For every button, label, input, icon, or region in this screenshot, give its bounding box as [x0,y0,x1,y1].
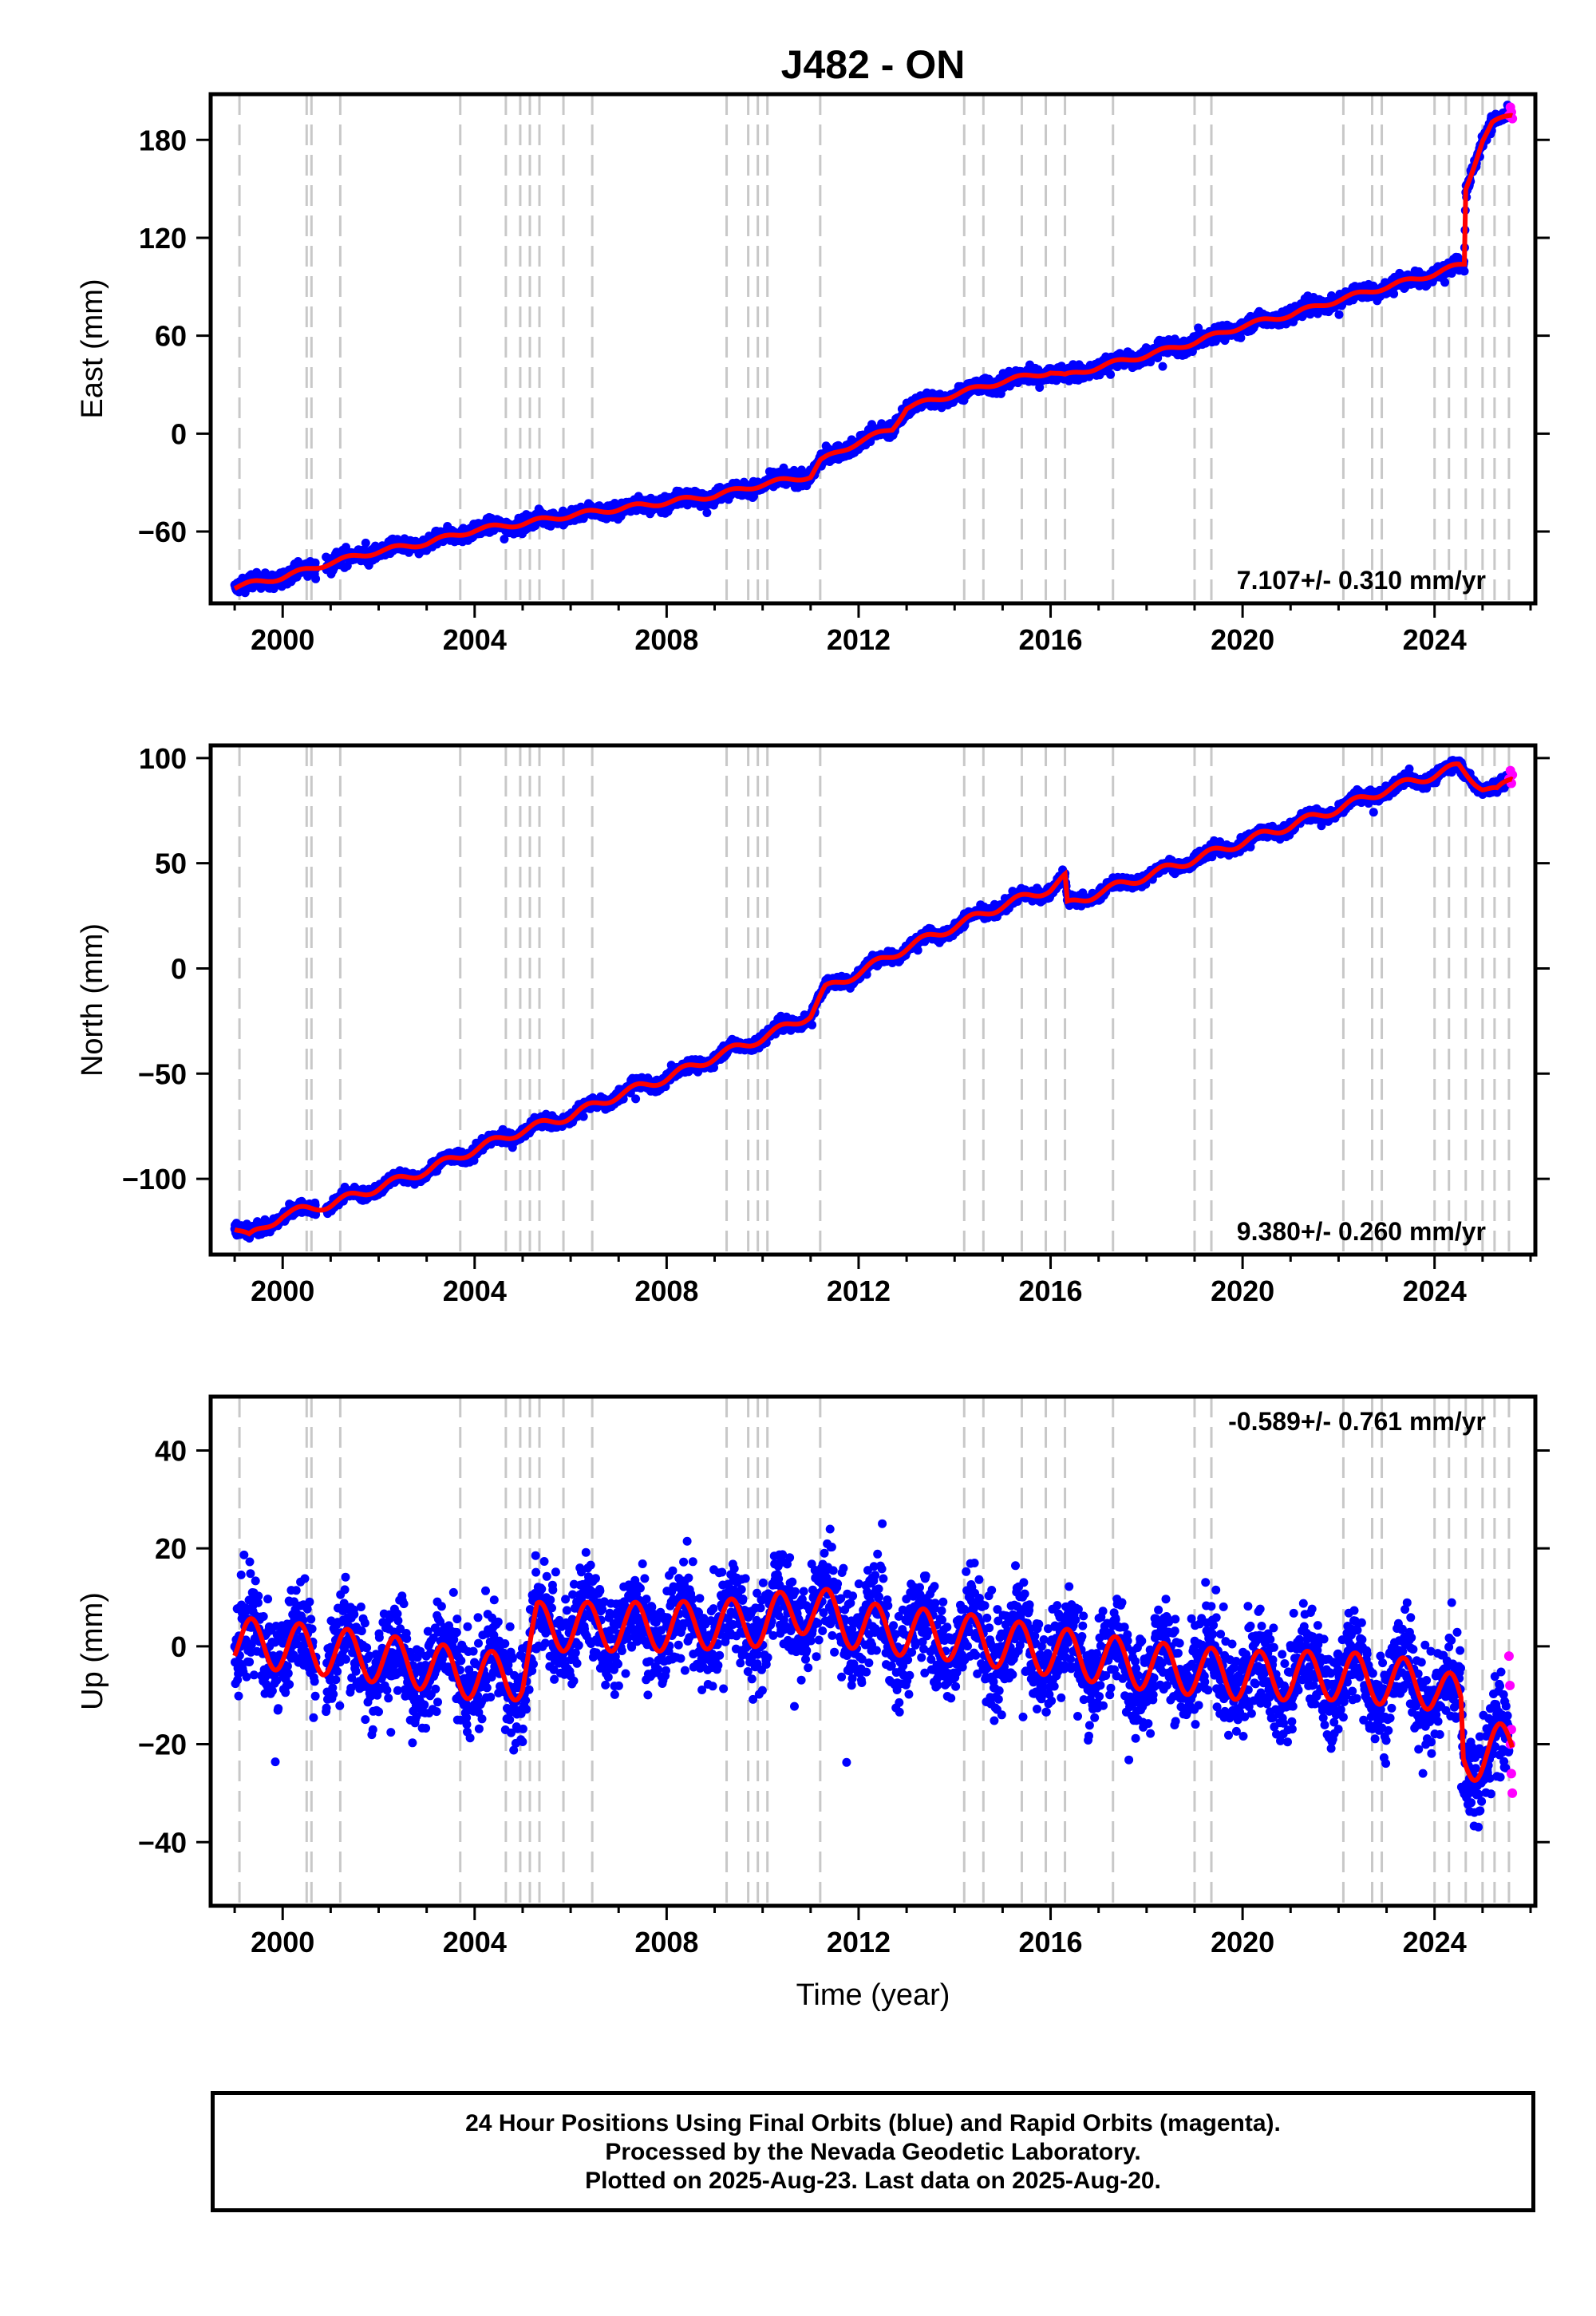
y-tick-label: 180 [139,124,187,156]
x-tick-label: 2016 [1018,623,1082,656]
velocity-label: 7.107+/- 0.310 mm/yr [1237,566,1486,595]
model-fit-line [233,113,1514,591]
x-tick-label: 2024 [1403,623,1467,656]
chart-title: J482 - ON [781,42,966,87]
y-axis-label: East (mm) [76,279,109,418]
final-orbit-point [361,538,370,547]
y-tick-label: 120 [139,222,187,255]
north-panel: 2000 2004 2008 2012 2016 2020 2024−100−5005010… [76,742,1550,1307]
final-orbit-point [1460,267,1469,276]
final-orbit-point [1236,333,1246,342]
final-orbit-point [1106,370,1116,379]
final-orbit-point [579,1112,588,1121]
final-orbit-point [500,535,509,543]
y-tick-label: −60 [138,516,187,548]
final-orbit-points [230,101,1514,598]
east-panel: 2000 2004 2008 2012 2016 2020 2024 −60 0 60 120 180… [76,92,1550,656]
y-tick-label: 60 [155,320,187,353]
final-orbit-point [702,508,712,517]
plot-frame [208,92,1538,606]
x-tick-label: 2008 [634,623,698,656]
final-orbit-point [631,1094,641,1104]
x-tick-label: 2020 [1211,623,1274,656]
final-orbit-points [230,756,1514,1243]
final-orbit-point [1194,323,1203,333]
x-tick-label: 2000 [251,623,314,656]
final-orbit-point [342,543,350,552]
x-tick-label: 2004 [443,623,507,656]
final-orbit-point [1158,362,1167,371]
final-orbit-point [1334,310,1344,319]
final-orbit-point [1440,278,1450,287]
y-tick-label: 0 [171,417,187,450]
x-tick-label: 2012 [827,623,891,656]
final-orbit-point [311,574,321,583]
